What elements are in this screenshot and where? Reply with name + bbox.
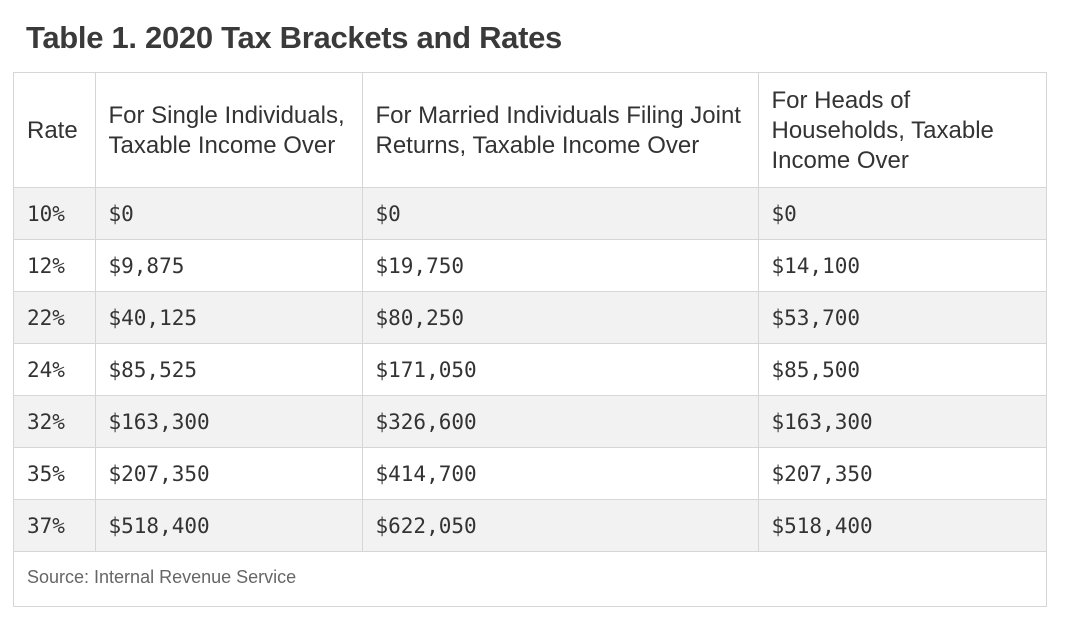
tax-bracket-table: Rate For Single Individuals, Taxable Inc… xyxy=(13,72,1047,607)
cell-heads-of-households: $14,100 xyxy=(757,239,1046,292)
cell-heads-of-households: $53,700 xyxy=(757,291,1046,344)
cell-heads-of-households: $163,300 xyxy=(757,395,1046,448)
header-married-joint: For Married Individuals Filing Joint Ret… xyxy=(361,73,758,188)
tax-table: Rate For Single Individuals, Taxable Inc… xyxy=(14,73,1046,552)
header-heads-of-households: For Heads of Households, Taxable Income … xyxy=(757,73,1046,188)
cell-single: $9,875 xyxy=(94,239,362,292)
table-row: 37% $518,400 $622,050 $518,400 xyxy=(14,499,1046,552)
cell-married-joint: $414,700 xyxy=(361,447,758,500)
table-row: 35% $207,350 $414,700 $207,350 xyxy=(14,447,1046,500)
cell-single: $163,300 xyxy=(94,395,362,448)
cell-single: $518,400 xyxy=(94,499,362,552)
cell-rate: 37% xyxy=(14,499,95,552)
table-title: Table 1. 2020 Tax Brackets and Rates xyxy=(26,20,562,55)
table-row: 22% $40,125 $80,250 $53,700 xyxy=(14,291,1046,344)
cell-heads-of-households: $85,500 xyxy=(757,343,1046,396)
cell-married-joint: $80,250 xyxy=(361,291,758,344)
cell-married-joint: $326,600 xyxy=(361,395,758,448)
header-row: Rate For Single Individuals, Taxable Inc… xyxy=(14,73,1046,188)
source-note: Source: Internal Revenue Service xyxy=(14,552,1046,606)
cell-married-joint: $171,050 xyxy=(361,343,758,396)
table-row: 24% $85,525 $171,050 $85,500 xyxy=(14,343,1046,396)
cell-rate: 22% xyxy=(14,291,95,344)
cell-heads-of-households: $0 xyxy=(757,187,1046,240)
cell-married-joint: $19,750 xyxy=(361,239,758,292)
header-rate: Rate xyxy=(14,73,95,188)
table-row: 32% $163,300 $326,600 $163,300 xyxy=(14,395,1046,448)
cell-single: $40,125 xyxy=(94,291,362,344)
table-row: 12% $9,875 $19,750 $14,100 xyxy=(14,239,1046,292)
cell-single: $85,525 xyxy=(94,343,362,396)
cell-single: $0 xyxy=(94,187,362,240)
cell-rate: 24% xyxy=(14,343,95,396)
header-single: For Single Individuals, Taxable Income O… xyxy=(94,73,362,188)
cell-heads-of-households: $207,350 xyxy=(757,447,1046,500)
cell-married-joint: $622,050 xyxy=(361,499,758,552)
cell-rate: 10% xyxy=(14,187,95,240)
cell-rate: 32% xyxy=(14,395,95,448)
cell-heads-of-households: $518,400 xyxy=(757,499,1046,552)
cell-single: $207,350 xyxy=(94,447,362,500)
cell-married-joint: $0 xyxy=(361,187,758,240)
table-row: 10% $0 $0 $0 xyxy=(14,187,1046,240)
cell-rate: 35% xyxy=(14,447,95,500)
cell-rate: 12% xyxy=(14,239,95,292)
